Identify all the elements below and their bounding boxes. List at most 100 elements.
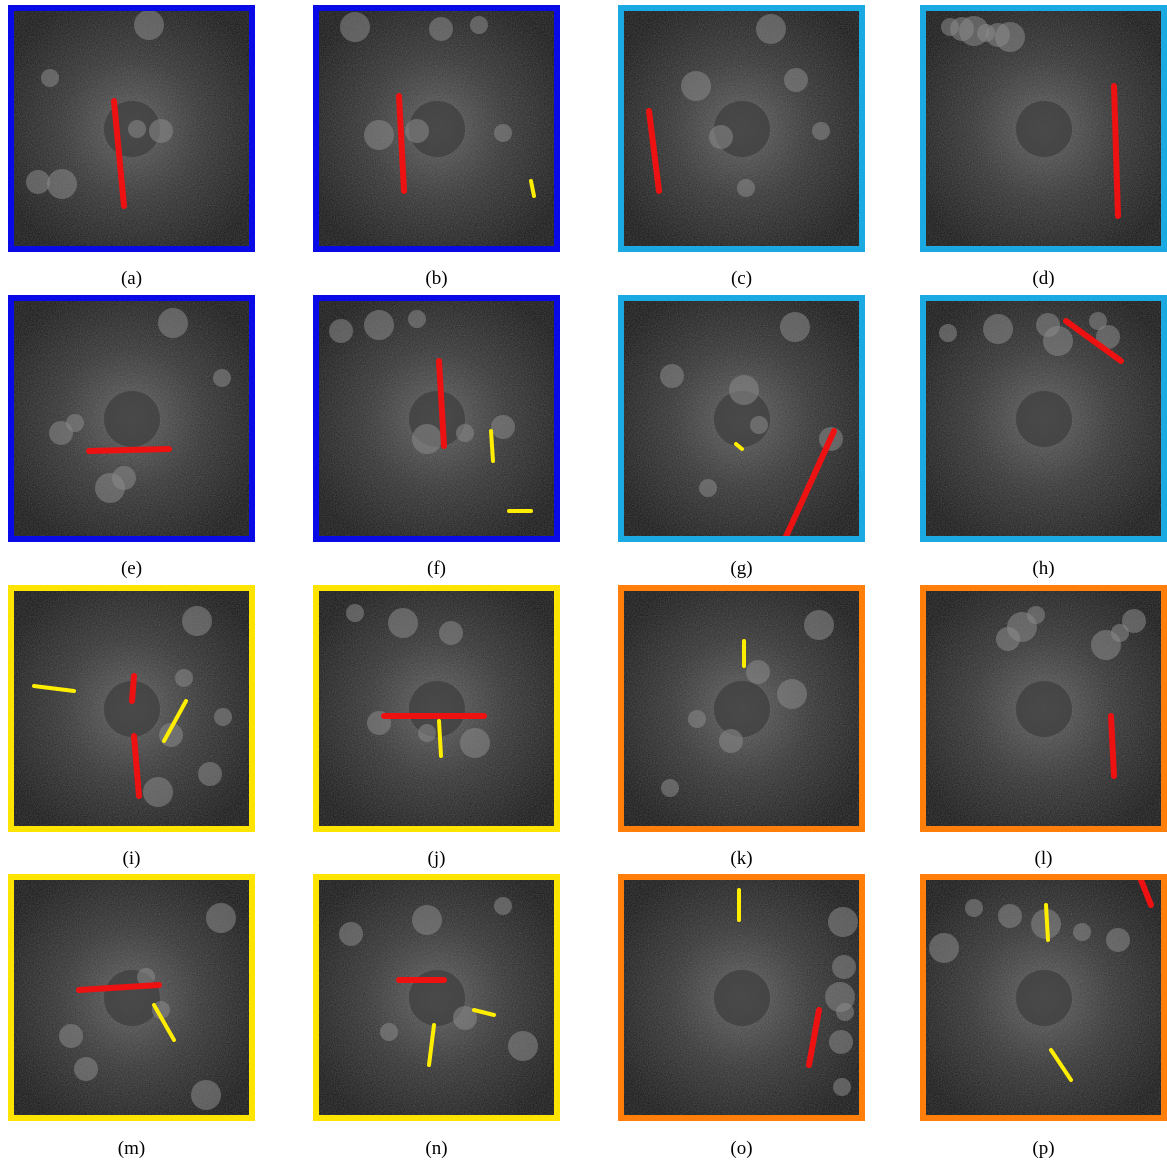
image-detail xyxy=(1091,630,1121,660)
image-content xyxy=(624,591,859,826)
image-detail xyxy=(806,1007,822,1068)
image-detail xyxy=(152,1003,176,1042)
image-detail xyxy=(129,673,137,704)
image-detail xyxy=(453,1006,477,1030)
image-detail xyxy=(74,1057,98,1081)
image-detail xyxy=(408,310,426,328)
image-detail xyxy=(143,777,173,807)
image-content xyxy=(319,880,554,1115)
image-detail xyxy=(175,669,193,687)
image-detail xyxy=(1073,923,1091,941)
image-detail xyxy=(508,1031,538,1061)
image-detail xyxy=(380,1023,398,1041)
image-detail xyxy=(439,621,463,645)
image-detail xyxy=(1138,880,1154,908)
image-detail xyxy=(149,119,173,143)
image-detail xyxy=(1122,609,1146,633)
caption: (c) xyxy=(730,268,753,289)
image-detail xyxy=(191,1080,221,1110)
image-detail xyxy=(709,125,733,149)
caption: (b) xyxy=(425,268,448,289)
image-detail xyxy=(1016,391,1072,447)
image-content xyxy=(624,301,859,536)
image-detail xyxy=(729,375,759,405)
image-detail xyxy=(494,897,512,915)
image-detail xyxy=(929,933,959,963)
caption: (d) xyxy=(1032,268,1055,289)
image-detail xyxy=(95,473,125,503)
image-content xyxy=(926,301,1161,536)
image-detail xyxy=(41,69,59,87)
image-detail xyxy=(1096,325,1120,349)
image-detail xyxy=(1043,326,1073,356)
image-detail xyxy=(494,124,512,142)
sonar-image xyxy=(313,295,560,542)
sonar-image xyxy=(618,874,865,1121)
image-detail xyxy=(472,1008,496,1017)
image-detail xyxy=(456,424,474,442)
image-content xyxy=(926,591,1161,826)
caption: (e) xyxy=(120,558,143,579)
image-detail xyxy=(182,606,212,636)
caption: (h) xyxy=(1032,558,1055,579)
image-detail xyxy=(213,369,231,387)
image-detail xyxy=(719,729,743,753)
image-detail xyxy=(998,904,1022,928)
image-detail xyxy=(746,660,770,684)
image-detail xyxy=(804,610,834,640)
image-detail xyxy=(1044,903,1050,942)
sonar-image xyxy=(8,295,255,542)
caption: (m) xyxy=(117,1138,146,1159)
sonar-image xyxy=(313,585,560,832)
image-detail xyxy=(1016,970,1072,1026)
image-content xyxy=(14,11,249,246)
image-detail xyxy=(756,14,786,44)
image-detail xyxy=(412,424,442,454)
image-detail xyxy=(158,308,188,338)
caption: (k) xyxy=(730,848,753,869)
sonar-image xyxy=(920,585,1167,832)
image-detail xyxy=(1106,928,1130,952)
image-detail xyxy=(134,11,164,40)
image-detail xyxy=(59,1024,83,1048)
image-content xyxy=(319,301,554,536)
image-detail xyxy=(828,907,858,937)
image-detail xyxy=(460,728,490,758)
image-detail xyxy=(128,120,146,138)
sonar-image xyxy=(618,585,865,832)
image-content xyxy=(926,11,1161,246)
sonar-image xyxy=(313,874,560,1121)
image-detail xyxy=(646,108,662,194)
image-detail xyxy=(714,970,770,1026)
image-detail xyxy=(1016,101,1072,157)
sonar-image xyxy=(920,874,1167,1121)
image-detail xyxy=(1049,1048,1073,1082)
image-content xyxy=(14,301,249,536)
image-detail xyxy=(409,970,465,1026)
image-detail xyxy=(996,627,1020,651)
image-detail xyxy=(396,93,407,194)
image-detail xyxy=(812,122,830,140)
image-detail xyxy=(214,708,232,726)
image-detail xyxy=(340,12,370,42)
image-content xyxy=(926,880,1161,1115)
image-detail xyxy=(714,681,770,737)
image-detail xyxy=(405,119,429,143)
image-detail xyxy=(346,604,364,622)
image-detail xyxy=(47,169,77,199)
image-detail xyxy=(1111,83,1121,219)
sonar-image xyxy=(618,295,865,542)
image-detail xyxy=(777,679,807,709)
image-detail xyxy=(1016,681,1072,737)
caption: (n) xyxy=(425,1138,448,1159)
image-detail xyxy=(409,101,465,157)
image-content xyxy=(319,11,554,246)
image-detail xyxy=(833,1078,851,1096)
image-content xyxy=(14,591,249,826)
image-detail xyxy=(429,17,453,41)
caption: (f) xyxy=(427,558,446,579)
image-detail xyxy=(699,479,717,497)
image-detail xyxy=(26,170,50,194)
image-detail xyxy=(339,922,363,946)
